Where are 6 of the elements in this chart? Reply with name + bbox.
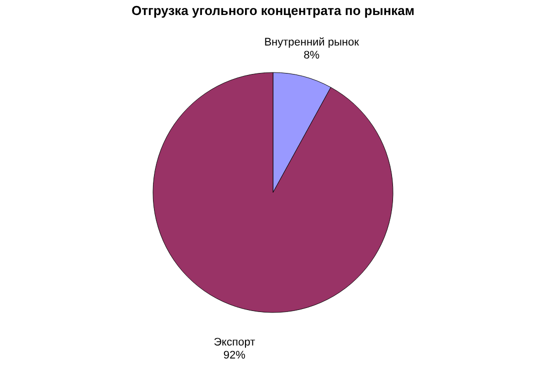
pie-slice bbox=[152, 72, 394, 313]
slice-label: Внутренний рынок bbox=[264, 36, 360, 48]
slice-label: Экспорт bbox=[214, 336, 256, 349]
data-label: 92% bbox=[223, 350, 246, 362]
data-label: 8% bbox=[304, 49, 320, 62]
chart-title: Отгрузка угольного концентрата по рынкам bbox=[131, 3, 415, 18]
